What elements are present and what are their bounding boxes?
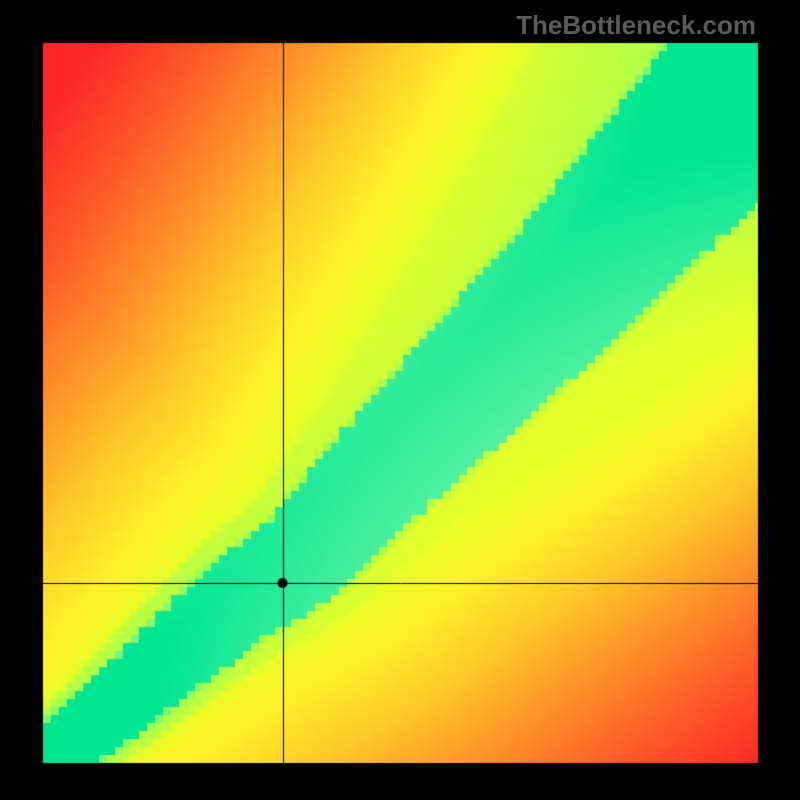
chart-container: TheBottleneck.com [0,0,800,800]
watermark-text: TheBottleneck.com [516,10,756,41]
heatmap-canvas [0,0,800,800]
